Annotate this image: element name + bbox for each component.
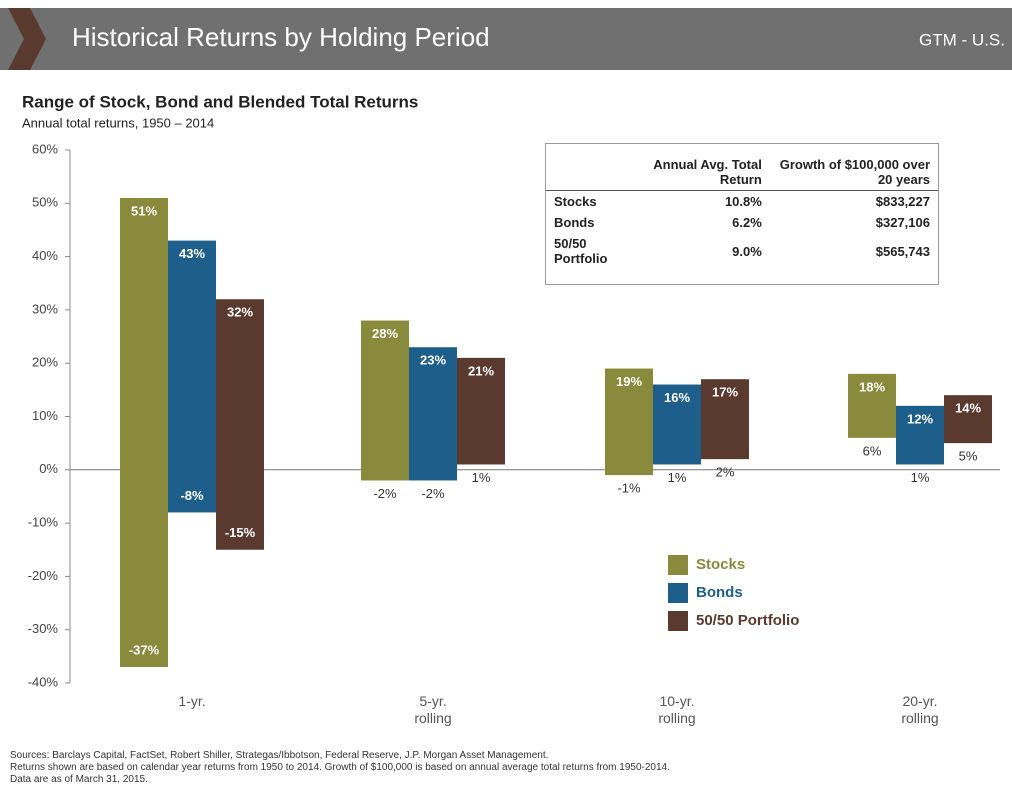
data-label: -1% [617, 481, 641, 496]
y-tick-label: 40% [32, 248, 58, 263]
x-tick-label: 20-yr. rolling [901, 693, 939, 726]
bar [457, 357, 505, 465]
bar [409, 347, 457, 481]
bar [848, 373, 896, 438]
bar [653, 384, 701, 465]
data-label: 28% [372, 326, 398, 341]
y-tick-label: 20% [32, 355, 58, 370]
chart-title: Range of Stock, Bond and Blended Total R… [22, 92, 418, 111]
data-label: -8% [180, 488, 204, 503]
bar [605, 368, 653, 476]
summary-table: Annual Avg. Total Return Growth of $100,0… [545, 143, 939, 285]
data-label: -2% [373, 486, 397, 501]
data-label: 1% [472, 470, 491, 485]
data-label: 14% [955, 401, 981, 416]
data-label: 12% [907, 411, 933, 426]
data-label: 43% [179, 246, 205, 261]
legend-swatch [668, 611, 688, 631]
footnote: Sources: Barclays Capital, FactSet, Robe… [10, 750, 549, 761]
table-cell: Bonds [554, 215, 595, 230]
data-label: 2% [716, 465, 735, 480]
table-cell: 50/50 Portfolio [554, 236, 608, 266]
legend-label: Stocks [696, 556, 745, 573]
legend-swatch [668, 555, 688, 575]
table-cell: Stocks [554, 194, 597, 209]
header-title: Historical Returns by Holding Period [72, 22, 490, 52]
data-label: 16% [664, 390, 690, 405]
x-tick-label: 10-yr. rolling [658, 693, 696, 726]
y-tick-label: 0% [39, 461, 58, 476]
data-label: 32% [227, 305, 253, 320]
x-tick-label: 1-yr. [178, 693, 206, 709]
bar [896, 405, 944, 465]
data-label: 19% [616, 374, 642, 389]
y-tick-label: 10% [32, 408, 58, 423]
legend-label: Bonds [696, 584, 743, 601]
header-band [0, 8, 1012, 70]
table-cell: $327,106 [875, 215, 930, 230]
bar [168, 240, 216, 513]
data-label: -2% [421, 486, 445, 501]
y-tick-label: 30% [32, 301, 58, 316]
table-cell: 9.0% [732, 243, 762, 259]
header-arrow [8, 8, 46, 70]
y-tick-label: -10% [28, 515, 59, 530]
data-label: 1% [911, 470, 930, 485]
table-cell: $833,227 [875, 194, 930, 209]
y-tick-label: -30% [28, 621, 59, 636]
y-tick-label: -20% [28, 568, 59, 583]
y-tick-label: 60% [32, 141, 58, 156]
data-label: 1% [668, 470, 687, 485]
data-label: -15% [225, 525, 256, 540]
data-label: 51% [131, 203, 157, 218]
data-label: 6% [863, 443, 882, 458]
header-tag: GTM - U.S. [919, 30, 1005, 49]
footnote: Returns shown are based on calendar year… [10, 762, 670, 773]
bar [120, 197, 168, 668]
data-label: 17% [712, 385, 738, 400]
table-cell: 10.8% [724, 194, 762, 209]
data-label: -37% [129, 642, 160, 657]
bar [701, 379, 749, 460]
footnotes: Sources: Barclays Capital, FactSet, Robe… [10, 750, 670, 786]
data-label: 5% [959, 449, 978, 464]
legend-label: 50/50 Portfolio [696, 612, 799, 629]
y-tick-label: -40% [28, 674, 59, 689]
data-label: 23% [420, 353, 446, 368]
table-cell: 6.2% [732, 215, 762, 230]
bar [216, 299, 264, 550]
chart-subtitle: Annual total returns, 1950 – 2014 [22, 115, 214, 130]
bar [944, 395, 992, 444]
table-header: Growth of $100,000 over 20 years [769, 144, 938, 191]
footnote: Data are as of March 31, 2015. [10, 774, 148, 785]
table-header: Annual Avg. Total Return [638, 144, 770, 191]
data-label: 21% [468, 363, 494, 378]
bar [361, 320, 409, 481]
x-tick-label: 5-yr. rolling [414, 693, 452, 726]
y-tick-label: 50% [32, 195, 58, 210]
data-label: 18% [859, 379, 885, 394]
legend-swatch [668, 583, 688, 603]
table-cell: $565,743 [875, 243, 930, 259]
